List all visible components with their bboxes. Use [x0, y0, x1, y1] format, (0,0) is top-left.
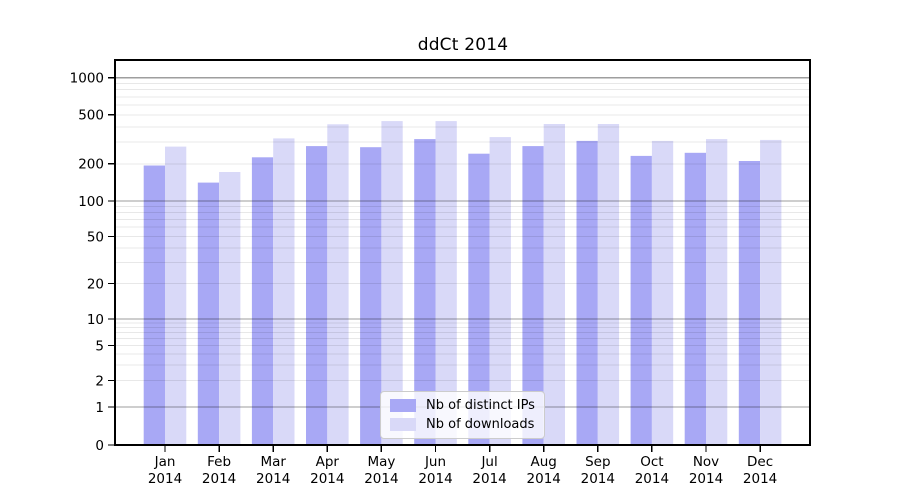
legend-item-distinct-ips: Nb of distinct IPs — [390, 398, 535, 413]
legend-item-downloads: Nb of downloads — [390, 417, 535, 432]
x-tick-label-month: Jun — [424, 454, 446, 470]
x-tick-label-month: Apr — [316, 454, 340, 470]
x-tick-label-month: Mar — [260, 454, 286, 470]
legend-label-distinct-ips: Nb of distinct IPs — [426, 398, 535, 413]
bar-distinct-ips — [306, 146, 328, 445]
y-tick-label: 10 — [87, 312, 104, 328]
x-tick-label-year: 2014 — [148, 471, 182, 487]
legend-label-downloads: Nb of downloads — [426, 417, 535, 432]
y-tick-label: 5 — [95, 338, 104, 354]
x-tick-label-year: 2014 — [418, 471, 452, 487]
x-tick-label-month: Aug — [531, 454, 557, 470]
x-tick-label-year: 2014 — [202, 471, 236, 487]
bar-distinct-ips — [684, 152, 706, 446]
x-tick-label-year: 2014 — [527, 471, 561, 487]
bar-downloads — [381, 121, 403, 445]
y-tick-label: 50 — [87, 229, 104, 245]
bar-downloads — [597, 124, 620, 445]
y-tick-label: 1000 — [70, 71, 104, 87]
bar-downloads — [489, 137, 511, 445]
x-tick-label-month: Dec — [747, 454, 773, 470]
bar-downloads — [219, 172, 241, 445]
bar-downloads — [435, 121, 457, 445]
bar-downloads — [273, 138, 295, 445]
bar-downloads — [543, 124, 565, 445]
x-tick-label-month: Oct — [640, 454, 663, 470]
y-tick-label: 1 — [95, 400, 104, 416]
x-tick-label-year: 2014 — [256, 471, 290, 487]
y-tick-label: 200 — [78, 157, 104, 173]
x-tick-label-month: Sep — [585, 454, 610, 470]
x-tick-label-year: 2014 — [472, 471, 506, 487]
x-tick-label-year: 2014 — [310, 471, 344, 487]
bar-distinct-ips — [143, 165, 165, 445]
x-tick-label-year: 2014 — [743, 471, 777, 487]
x-tick-label-month: Jul — [480, 454, 497, 470]
bar-downloads — [706, 139, 728, 445]
bar-downloads — [327, 124, 349, 446]
x-tick-label-year: 2014 — [364, 471, 398, 487]
legend-swatch-downloads — [390, 418, 416, 431]
legend: Nb of distinct IPs Nb of downloads — [380, 391, 545, 439]
bar-downloads — [165, 146, 187, 445]
x-tick-label-year: 2014 — [689, 471, 723, 487]
bar-distinct-ips — [251, 157, 274, 446]
x-tick-label-month: Nov — [693, 454, 719, 470]
y-tick-label: 0 — [95, 438, 104, 454]
x-tick-label-year: 2014 — [635, 471, 669, 487]
bar-distinct-ips — [522, 146, 544, 445]
chart-title: ddCt 2014 — [417, 35, 509, 55]
y-tick-label: 500 — [78, 108, 104, 124]
bar-distinct-ips — [197, 182, 220, 445]
bar-downloads — [651, 140, 674, 445]
bar-distinct-ips — [576, 140, 598, 445]
bar-distinct-ips — [630, 155, 652, 445]
plot-border — [114, 59, 811, 446]
legend-swatch-distinct-ips — [390, 399, 416, 412]
y-tick-label: 100 — [78, 194, 104, 210]
x-tick-label-month: Jan — [154, 454, 176, 470]
bar-distinct-ips — [414, 139, 436, 445]
bar-distinct-ips — [468, 153, 490, 445]
bar-distinct-ips — [360, 147, 382, 445]
x-tick-label-month: Feb — [207, 454, 231, 470]
bar-downloads — [760, 139, 782, 445]
x-tick-label-month: May — [367, 454, 395, 470]
y-tick-label: 2 — [95, 373, 104, 389]
x-tick-label-year: 2014 — [581, 471, 615, 487]
y-tick-label: 20 — [87, 276, 104, 292]
bar-distinct-ips — [738, 161, 761, 445]
